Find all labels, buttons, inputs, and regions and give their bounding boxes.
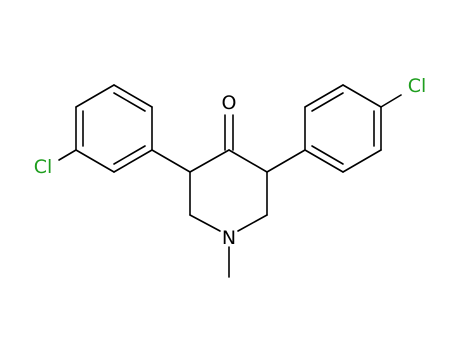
atom-label: O [222,92,237,114]
atom-label: N [222,227,236,249]
atom-label: Cl [408,75,427,97]
bonds [58,84,402,278]
atom-label: Cl [34,156,53,178]
